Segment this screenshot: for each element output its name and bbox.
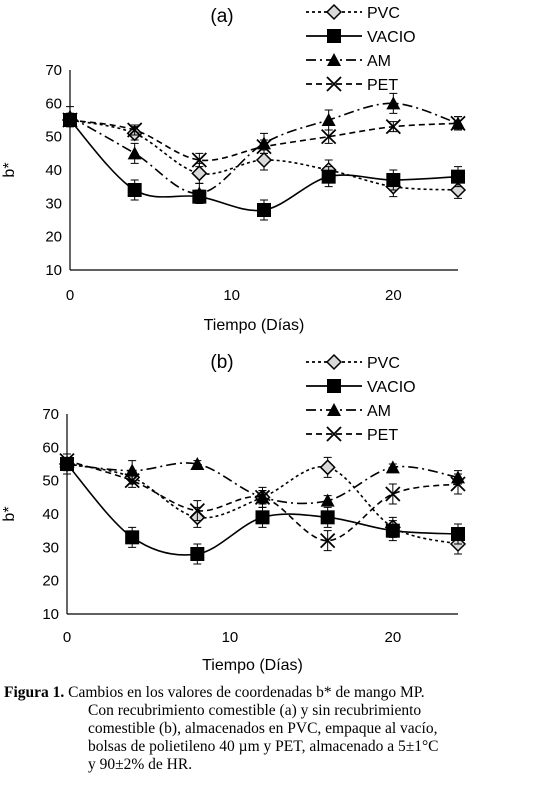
caption-lead: Figura 1. [4,684,65,701]
panel-b-point-vacio [125,530,140,545]
panel-b-x-axis-label: Tiempo (Días) [202,657,303,674]
panel-a-point-am [127,146,142,160]
legend-label-am: AM [367,403,391,420]
panel-a-point-pet [62,112,78,128]
panel-a-point-vacio [127,183,142,197]
caption-line-3: comestible (b), almacenados en PVC, empa… [88,720,438,737]
panel-a-label: (a) [210,6,233,27]
panel-b-point-pet [385,486,401,502]
panel-b-x-tick-label: 10 [222,629,239,646]
panel-b-point-pet [124,473,140,489]
panel-a-x-tick-label: 20 [385,287,402,304]
panel-b-point-pet [254,489,271,505]
panel-a-y-tick-label: 40 [45,162,62,179]
panel-a-y-tick-label: 70 [45,62,62,79]
panel-b-point-am [385,460,400,474]
panel-b-point-vacio [255,510,270,525]
panel-b-point-pet [320,533,336,549]
panel-a-point-am [386,96,401,110]
panel-a-y-axis-label: b* [1,162,18,177]
panel-a-point-pvc [255,151,273,169]
panel-b-y-tick-label: 40 [42,506,59,523]
panel-a-x-tick-label: 10 [223,287,240,304]
panel-a-point-pet [256,139,272,155]
panel-a-point-pet [127,122,143,138]
panel-a-point-am [192,186,207,200]
legend-label-vacio: VACIO [367,29,416,46]
legend-marker-pet [326,76,342,92]
panel-a-y-tick-label: 30 [45,195,62,212]
legend-marker-pet [326,426,342,442]
panel-b-point-pvc [319,459,336,476]
legend-label-pvc: PVC [367,5,400,22]
panel-b-y-tick-label: 70 [42,406,59,423]
panel-b-y-tick-label: 20 [42,573,59,590]
legend-marker-vacio [327,379,341,393]
legend-marker-pvc [325,353,343,371]
panel-b-series-vacio [60,456,465,565]
panel-b-series-pet [59,453,466,552]
legend-marker-pvc [325,3,343,21]
panel-b-y-tick-label: 30 [42,539,59,556]
panel-b-point-am [190,457,205,470]
legend-label-pet: PET [367,427,398,444]
panel-b-point-pet [59,453,75,469]
panel-b-label: (b) [210,352,233,373]
caption-line-2: Con recubrimiento comestible (a) y sin r… [88,702,422,719]
panel-b-y-axis-label: b* [1,506,18,521]
panel-a-point-pet [321,129,337,145]
panel-a-legend: PVC VACIO AM PET [306,3,416,94]
panel-a-y-tick-label: 20 [45,229,62,246]
panel-b-point-am [320,493,335,507]
panel-a-point-vacio [386,173,401,187]
panel-a-y-tick-label: 60 [45,95,62,112]
panel-b-point-vacio [320,510,335,525]
panel-b-x-tick-label: 20 [384,629,401,646]
panel-b-y-tick-label: 50 [42,473,59,490]
panel-b-point-vacio [190,547,205,561]
legend-marker-am [327,403,341,416]
panel-a-series-pet [62,112,466,168]
legend-marker-am [327,53,341,66]
panel-a-point-pvc [191,165,208,182]
legend-label-pvc: PVC [367,355,400,372]
legend-label-am: AM [367,53,391,70]
legend-marker-vacio [327,29,341,43]
panel-b-point-pet [189,503,205,519]
panel-a-x-axis-label: Tiempo (Días) [204,317,305,334]
figure-caption: Figura 1. Cambios en los valores de coor… [4,684,544,774]
panel-a-point-pet [450,115,466,131]
caption-line-1: Cambios en los valores de coordenadas b*… [68,684,425,701]
panel-a-y-tick-label: 10 [45,262,62,279]
panel-b-point-pet [450,476,466,492]
panel-b-point-am [125,463,140,477]
panel-a-point-vacio [257,203,271,217]
panel-a-point-pet [191,152,207,168]
panel-a-point-vacio [321,169,336,184]
panel-a-y-tick-label: 50 [45,129,62,146]
panel-b-y-tick-label: 10 [42,606,59,623]
legend-label-vacio: VACIO [367,379,416,396]
panel-a-point-vacio [451,169,465,184]
caption-line-4: bolsas de polietileno 40 µm y PET, almac… [88,738,439,755]
panel-b-point-vacio [385,523,400,538]
panel-b-x-tick-label: 0 [63,629,71,646]
panel-b-point-vacio [451,527,465,541]
panel-a-point-pet [385,119,401,135]
panel-a-point-am [321,113,336,126]
panel-a-x-tick-label: 0 [66,287,74,304]
panel-b-legend: PVC VACIO AM PET [306,353,416,444]
caption-line-5: y 90±2% de HR. [88,756,193,773]
panel-b-y-tick-label: 60 [42,439,59,456]
legend-label-pet: PET [367,77,398,94]
